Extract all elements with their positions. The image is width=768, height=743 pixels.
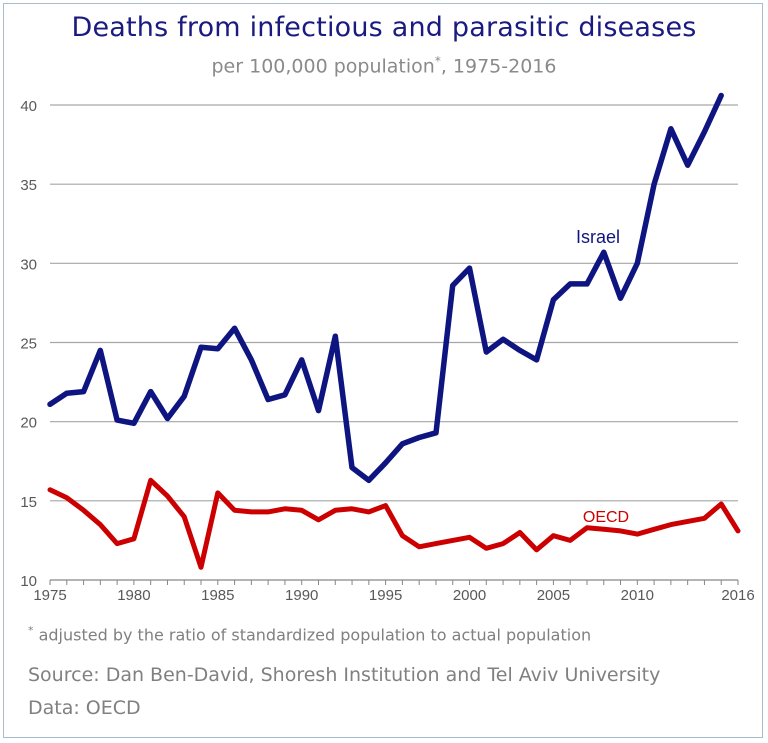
y-tick-label: 40	[20, 98, 37, 115]
y-tick-label: 25	[20, 336, 37, 353]
y-tick-label: 30	[20, 256, 37, 273]
chart-title: Deaths from infectious and parasitic dis…	[71, 12, 697, 43]
x-axis: 1975 1980 1985 1990 1995 2000 2005 2010 2016	[33, 579, 755, 604]
series-label-oecd: OECD	[583, 509, 629, 526]
subtitle-main: per 100,000 population	[211, 55, 435, 78]
x-tick-label: 2010	[621, 587, 654, 604]
x-tick-label: 1975	[33, 587, 66, 604]
footnote: * adjusted by the ratio of standardized …	[28, 624, 591, 644]
series-lines	[47, 92, 741, 570]
x-tick-label: 2000	[453, 587, 486, 604]
data-credit: Data: OECD	[28, 697, 141, 719]
y-tick-label: 10	[20, 573, 37, 590]
x-tick-label: 1985	[201, 587, 234, 604]
series-label-israel: Israel	[576, 227, 620, 247]
x-tick-label: 1990	[285, 587, 318, 604]
source-credit: Source: Dan Ben-David, Shoresh Instituti…	[28, 664, 661, 686]
gridlines	[50, 104, 738, 502]
y-tick-label: 15	[20, 494, 37, 511]
x-tick-label: 1995	[369, 587, 402, 604]
chart-subtitle: per 100,000 population*, 1975-2016	[0, 54, 768, 77]
subtitle-years: , 1975-2016	[440, 55, 557, 78]
footnote-asterisk: *	[28, 624, 34, 637]
x-tick-label: 2005	[537, 587, 570, 604]
chart-frame	[3, 3, 763, 738]
footnote-text: adjusted by the ratio of standardized po…	[33, 625, 592, 645]
y-axis-ticks: 10 15 20 25 30 35 40	[20, 98, 37, 590]
series-line-israel	[47, 92, 724, 484]
y-tick-label: 20	[20, 415, 37, 432]
x-tick-label: 1980	[117, 587, 150, 604]
subtitle-asterisk: *	[434, 54, 441, 68]
x-tick-label: 2016	[721, 587, 754, 604]
y-tick-label: 35	[20, 177, 37, 194]
series-labels: Israel OECD	[576, 227, 629, 526]
series-line-oecd	[47, 477, 741, 570]
